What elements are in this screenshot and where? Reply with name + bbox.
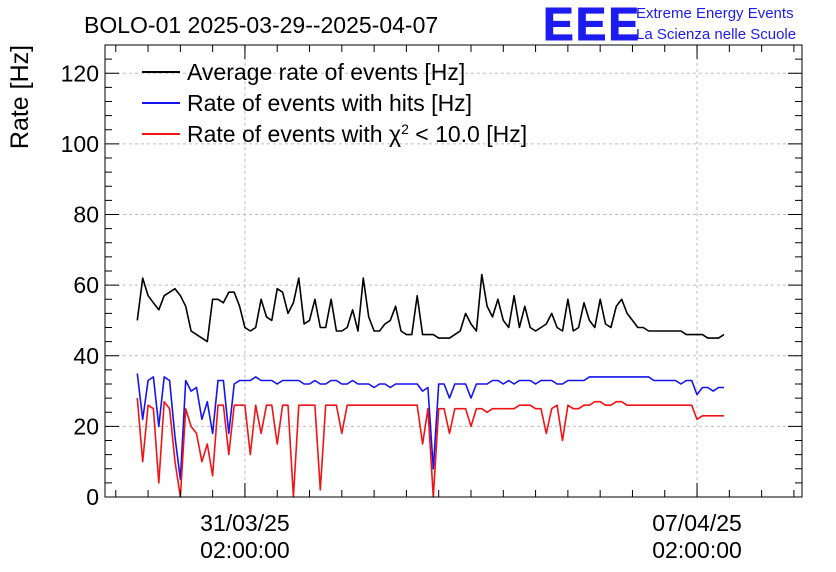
series-line-2 — [136, 373, 724, 481]
y-tick-label: 120 — [61, 60, 99, 86]
eee-logo: EEE — [542, 0, 642, 50]
axes: 02040608010012031/03/2502:00:0007/04/250… — [61, 45, 802, 563]
plot-frame — [104, 44, 803, 498]
legend-label-2: Rate of events with hits [Hz] — [187, 90, 472, 116]
y-tick-label: 80 — [73, 202, 99, 228]
y-tick-label: 0 — [86, 484, 99, 510]
chart-title: BOLO-01 2025-03-29--2025-04-07 — [84, 12, 438, 38]
series-lines — [136, 273, 725, 498]
y-tick-label: 40 — [73, 343, 99, 369]
y-axis-label: Rate [Hz] — [6, 45, 34, 149]
x-tick-label-date: 31/03/25 — [200, 510, 290, 536]
grid-lines — [105, 45, 802, 497]
legend-label-1: Average rate of events [Hz] — [187, 59, 465, 85]
y-tick-label: 60 — [73, 272, 99, 298]
y-tick-label: 20 — [73, 413, 99, 439]
legend: Average rate of events [Hz] Rate of event… — [142, 59, 527, 147]
legend-label-3: Rate of events with χ2 < 10.0 [Hz] — [187, 121, 527, 147]
y-tick-label: 100 — [61, 131, 99, 157]
x-tick-label-time: 02:00:00 — [652, 537, 742, 563]
series-line-1 — [136, 273, 725, 343]
brand-name-line1: Extreme Energy Events — [636, 5, 794, 22]
series-line-3 — [136, 398, 724, 498]
x-tick-label-time: 02:00:00 — [200, 537, 290, 563]
brand-name-line2: La Scienza nelle Scuole — [636, 26, 797, 43]
x-tick-label-date: 07/04/25 — [652, 510, 742, 536]
